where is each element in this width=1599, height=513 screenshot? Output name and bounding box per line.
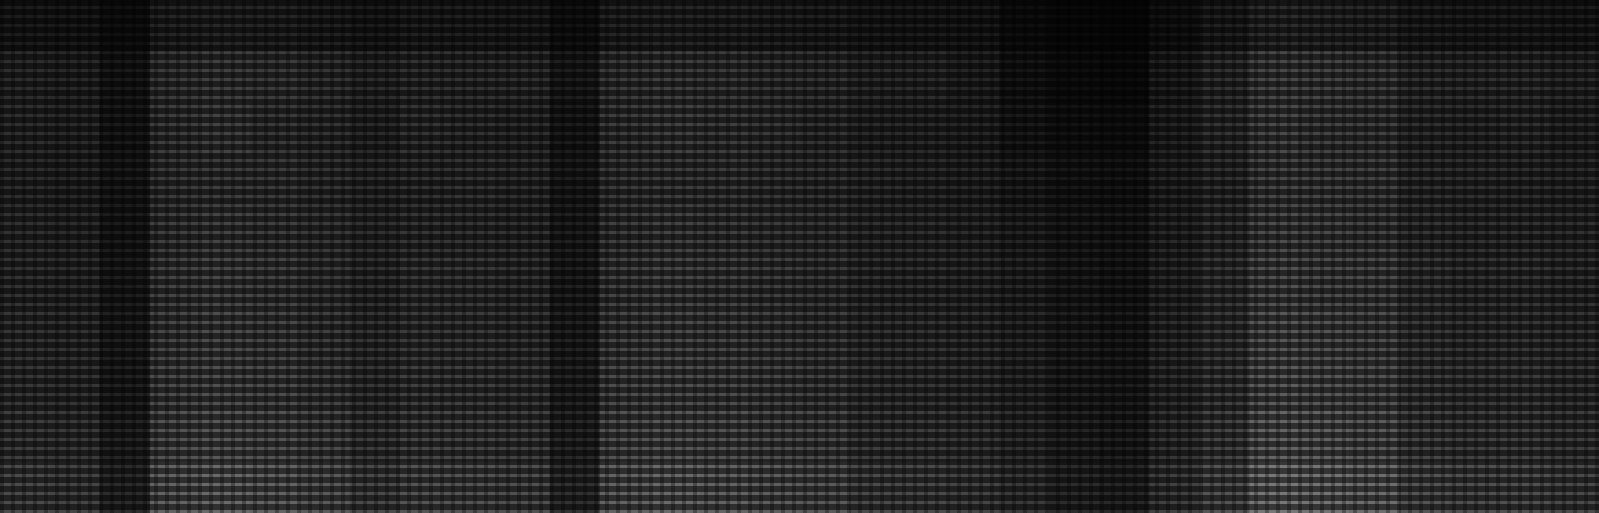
texture xyxy=(0,0,1599,513)
cells xyxy=(0,0,1599,513)
spectrogram xyxy=(0,0,1599,513)
texture xyxy=(0,0,1599,513)
